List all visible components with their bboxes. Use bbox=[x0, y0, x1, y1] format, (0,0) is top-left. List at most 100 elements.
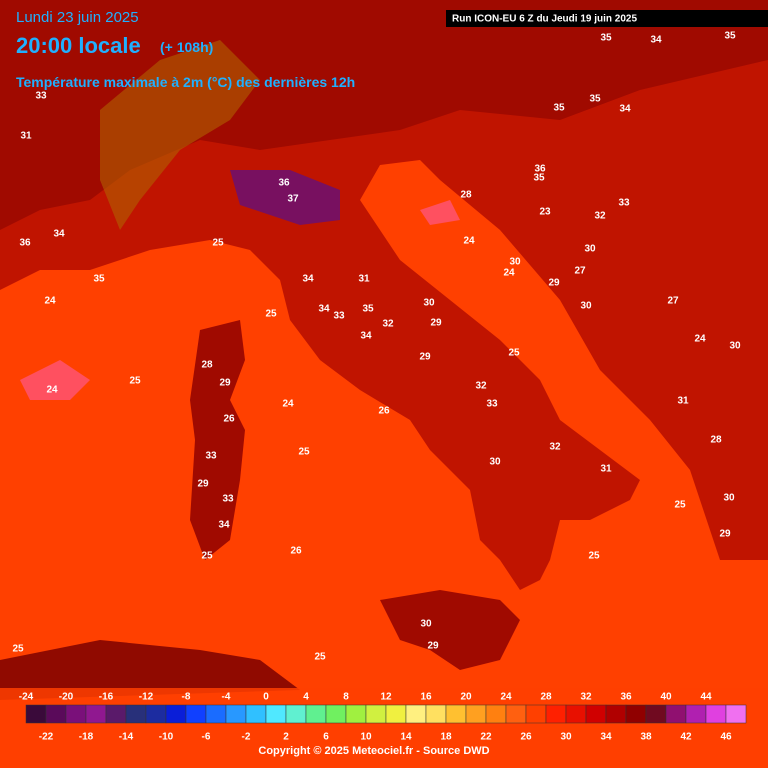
legend-swatch bbox=[725, 704, 747, 724]
temperature-label: 34 bbox=[619, 104, 631, 115]
legend-swatch bbox=[185, 704, 207, 724]
temperature-label: 28 bbox=[201, 360, 213, 371]
temperature-label: 25 bbox=[12, 644, 24, 655]
legend-swatch bbox=[585, 704, 607, 724]
temperature-label: 36 bbox=[534, 164, 546, 175]
legend-swatch bbox=[345, 704, 367, 724]
temperature-label: 24 bbox=[503, 268, 515, 279]
legend-swatch bbox=[285, 704, 307, 724]
date: Lundi 23 juin 2025 bbox=[16, 9, 139, 26]
temperature-label: 33 bbox=[205, 451, 217, 462]
temperature-label: 28 bbox=[710, 435, 722, 446]
legend-label: 10 bbox=[360, 732, 372, 743]
temperature-label: 37 bbox=[287, 194, 299, 205]
legend-swatch bbox=[545, 704, 567, 724]
legend-label: 34 bbox=[600, 732, 612, 743]
legend-swatch bbox=[525, 704, 547, 724]
legend-label: 14 bbox=[400, 732, 412, 743]
legend-label: 46 bbox=[720, 732, 732, 743]
temperature-label: 34 bbox=[302, 274, 314, 285]
temperature-label: 29 bbox=[430, 318, 442, 329]
temperature-label: 32 bbox=[475, 381, 487, 392]
legend-label: 0 bbox=[263, 692, 269, 703]
temperature-label: 33 bbox=[618, 198, 630, 209]
legend-swatch bbox=[685, 704, 707, 724]
temperature-label: 25 bbox=[129, 376, 141, 387]
legend-label: 20 bbox=[460, 692, 472, 703]
temperature-label: 31 bbox=[358, 274, 370, 285]
temperature-label: 27 bbox=[667, 296, 679, 307]
legend-swatch bbox=[605, 704, 627, 724]
temperature-label: 29 bbox=[427, 641, 439, 652]
temperature-label: 29 bbox=[719, 529, 731, 540]
legend-swatch bbox=[205, 704, 227, 724]
temperature-label: 28 bbox=[460, 190, 472, 201]
legend-label: -2 bbox=[242, 732, 251, 743]
legend-swatch bbox=[225, 704, 247, 724]
temperature-label: 31 bbox=[677, 396, 689, 407]
time: 20:00 locale bbox=[16, 33, 141, 58]
legend-label: 38 bbox=[640, 732, 652, 743]
legend-label: -22 bbox=[39, 732, 54, 743]
lead-time: (+ 108h) bbox=[160, 39, 213, 55]
legend-swatch bbox=[105, 704, 127, 724]
sardinia-corsica bbox=[190, 320, 245, 560]
temperature-label: 35 bbox=[600, 33, 612, 44]
legend-swatch bbox=[165, 704, 187, 724]
legend-swatch bbox=[565, 704, 587, 724]
temperature-label: 29 bbox=[419, 352, 431, 363]
temperature-label: 31 bbox=[600, 464, 612, 475]
temperature-label: 23 bbox=[539, 207, 551, 218]
legend-label: 12 bbox=[380, 692, 392, 703]
temperature-label: 26 bbox=[223, 414, 235, 425]
temperature-label: 26 bbox=[378, 406, 390, 417]
legend-swatch bbox=[25, 704, 47, 724]
temperature-label: 30 bbox=[489, 457, 501, 468]
temperature-label: 30 bbox=[423, 298, 435, 309]
legend-label: -24 bbox=[19, 692, 34, 703]
temperature-label: 33 bbox=[486, 399, 498, 410]
legend-label: 32 bbox=[580, 692, 592, 703]
legend-swatch bbox=[505, 704, 527, 724]
legend-label: -10 bbox=[159, 732, 174, 743]
temperature-label: 35 bbox=[362, 304, 374, 315]
legend-label: 40 bbox=[660, 692, 672, 703]
temperature-label: 25 bbox=[298, 447, 310, 458]
legend-swatch bbox=[645, 704, 667, 724]
temperature-label: 24 bbox=[282, 399, 294, 410]
copyright: Copyright © 2025 Meteociel.fr - Source D… bbox=[258, 745, 489, 757]
legend-label: 22 bbox=[480, 732, 492, 743]
legend-label: 26 bbox=[520, 732, 532, 743]
legend-label: 16 bbox=[420, 692, 432, 703]
temperature-label: 30 bbox=[509, 257, 521, 268]
temperature-label: 26 bbox=[290, 546, 302, 557]
legend-swatch bbox=[665, 704, 687, 724]
land-north bbox=[0, 0, 768, 590]
legend-swatch bbox=[125, 704, 147, 724]
temperature-label: 30 bbox=[420, 619, 432, 630]
sea-cool bbox=[20, 360, 90, 400]
temperature-label: 33 bbox=[333, 311, 345, 322]
temperature-label: 30 bbox=[580, 301, 592, 312]
legend-label: 8 bbox=[343, 692, 349, 703]
temperature-label: 30 bbox=[729, 341, 741, 352]
temperature-label: 36 bbox=[19, 238, 31, 249]
legend-label: 30 bbox=[560, 732, 572, 743]
alps-cool bbox=[100, 40, 260, 230]
subtitle: Température maximale à 2m (°C) des derni… bbox=[16, 74, 355, 90]
legend-swatch bbox=[425, 704, 447, 724]
temperature-label: 25 bbox=[265, 309, 277, 320]
legend-label: 44 bbox=[700, 692, 712, 703]
legend-swatch bbox=[245, 704, 267, 724]
sicily bbox=[380, 590, 520, 670]
legend-label: -6 bbox=[202, 732, 211, 743]
legend-swatch bbox=[45, 704, 67, 724]
temperature-label: 29 bbox=[548, 278, 560, 289]
temperature-label: 25 bbox=[588, 551, 600, 562]
legend-swatch bbox=[385, 704, 407, 724]
legend-label: -14 bbox=[119, 732, 134, 743]
legend-label: -20 bbox=[59, 692, 74, 703]
temperature-label: 29 bbox=[219, 378, 231, 389]
legend-label: 2 bbox=[283, 732, 289, 743]
